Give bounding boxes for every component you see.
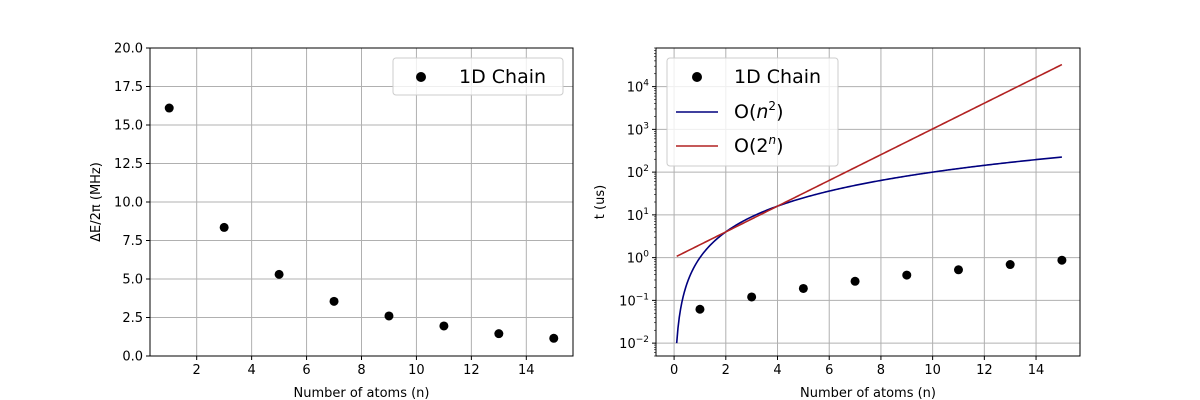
energy-gap-y-tick-label: 12.5 <box>114 157 143 172</box>
time-scaling-y-tick-label: 10−2 <box>619 335 649 352</box>
energy-gap-point <box>219 222 229 232</box>
time-scaling-x-tick-label: 6 <box>825 363 833 378</box>
energy-gap-chart: 2 4 6 8 10 12 14 0.0 2.5 5.0 7.5 10.0 12.5 15.0 17.5 2… <box>89 42 574 400</box>
energy-gap-x-tick-label: 12 <box>463 363 480 378</box>
energy-gap-x-tick-label: 14 <box>518 363 535 378</box>
time-scaling-point <box>953 265 963 275</box>
time-scaling-x-tick-label: 2 <box>722 363 730 378</box>
energy-gap-points <box>164 103 559 343</box>
time-scaling-point <box>695 304 705 314</box>
energy-gap-y-tick-label: 2.5 <box>122 311 143 326</box>
time-scaling-x-tick-label: 4 <box>773 363 781 378</box>
legend-n2-base: n <box>756 101 768 123</box>
time-scaling-x-tick-label: 8 <box>877 363 885 378</box>
energy-gap-x-label: Number of atoms (n) <box>294 386 430 400</box>
time-scaling-legend-box <box>666 57 839 167</box>
time-scaling-y-tick-label: 103 <box>627 121 649 138</box>
time-scaling-legend-label-n2: O(n2) <box>734 99 783 123</box>
legend-n2-prefix: O( <box>734 101 756 123</box>
energy-gap-point <box>384 311 394 321</box>
energy-gap-grid <box>150 47 573 357</box>
energy-gap-point <box>494 329 504 339</box>
energy-gap-point <box>329 296 339 306</box>
time-scaling-grid <box>656 48 1080 356</box>
time-scaling-legend-label-2n: O(2n) <box>734 133 784 157</box>
time-scaling-point <box>902 270 912 280</box>
energy-gap-x-tick-label: 6 <box>302 363 310 378</box>
energy-gap-legend-box <box>392 57 564 96</box>
energy-gap-y-tick-label: 15.0 <box>114 119 143 134</box>
time-scaling-point <box>798 283 808 293</box>
energy-gap-y-tick-label: 7.5 <box>122 234 143 249</box>
energy-gap-y-tick-label: 0.0 <box>122 350 143 365</box>
time-scaling-x-ticks: 0 2 4 6 8 10 12 14 <box>670 356 1044 378</box>
time-scaling-point <box>1005 260 1015 270</box>
time-scaling-legend: 1D Chain O(n2) O(2n) <box>666 57 839 167</box>
time-scaling-y-ticks: 10−2 10−1 100 101 102 103 104 <box>619 47 656 357</box>
time-scaling-lines <box>675 63 1063 344</box>
energy-gap-legend: 1D Chain <box>392 57 564 96</box>
time-scaling-points <box>695 255 1067 314</box>
time-scaling-legend-marker-chain <box>692 72 702 82</box>
time-scaling-x-tick-label: 0 <box>670 363 678 378</box>
time-scaling-chart: 0 2 4 6 8 10 12 14 10−2 10−1 100 101 102 103 104 Numb… <box>593 47 1081 400</box>
legend-2n-suffix: ) <box>776 135 783 157</box>
time-scaling-y-tick-label: 102 <box>627 164 649 181</box>
time-scaling-x-tick-label: 10 <box>924 363 941 378</box>
energy-gap-x-tick-label: 10 <box>408 363 425 378</box>
energy-gap-x-tick-label: 2 <box>193 363 201 378</box>
exponential-curve <box>676 63 1063 258</box>
time-scaling-point <box>1057 255 1067 265</box>
energy-gap-y-tick-label: 5.0 <box>122 273 143 288</box>
energy-gap-legend-marker <box>416 72 426 82</box>
energy-gap-point <box>439 321 449 331</box>
energy-gap-y-tick-label: 20.0 <box>114 42 143 57</box>
energy-gap-legend-label: 1D Chain <box>459 66 546 88</box>
energy-gap-x-tick-label: 4 <box>247 363 255 378</box>
legend-2n-exp: n <box>768 133 776 147</box>
time-scaling-y-label: t (us) <box>593 185 608 219</box>
time-scaling-x-label: Number of atoms (n) <box>800 386 936 400</box>
energy-gap-y-label: ΔE/2π (MHz) <box>89 162 104 242</box>
energy-gap-point <box>549 333 559 343</box>
energy-gap-x-ticks: 2 4 6 8 10 12 14 <box>193 356 535 378</box>
time-scaling-point <box>747 292 757 302</box>
time-scaling-y-tick-label: 101 <box>627 207 649 224</box>
energy-gap-point <box>274 269 284 279</box>
time-scaling-x-tick-label: 12 <box>976 363 993 378</box>
energy-gap-x-tick-label: 8 <box>357 363 365 378</box>
energy-gap-y-tick-label: 10.0 <box>114 196 143 211</box>
time-scaling-y-tick-label: 10−1 <box>619 292 649 309</box>
legend-n2-suffix: ) <box>776 101 783 123</box>
legend-2n-base: 2 <box>756 135 768 157</box>
time-scaling-y-tick-label: 100 <box>627 250 650 267</box>
time-scaling-point <box>850 276 860 286</box>
quadratic-curve <box>675 156 1062 344</box>
time-scaling-y-tick-label: 104 <box>627 79 650 96</box>
energy-gap-y-tick-label: 17.5 <box>114 80 143 95</box>
energy-gap-y-ticks: 0.0 2.5 5.0 7.5 10.0 12.5 15.0 17.5 20.0 <box>114 42 150 365</box>
legend-2n-prefix: O( <box>734 135 756 157</box>
time-scaling-x-tick-label: 14 <box>1028 363 1045 378</box>
legend-n2-exp: 2 <box>768 99 776 113</box>
time-scaling-legend-label-chain: 1D Chain <box>734 66 821 88</box>
energy-gap-point <box>164 103 174 113</box>
